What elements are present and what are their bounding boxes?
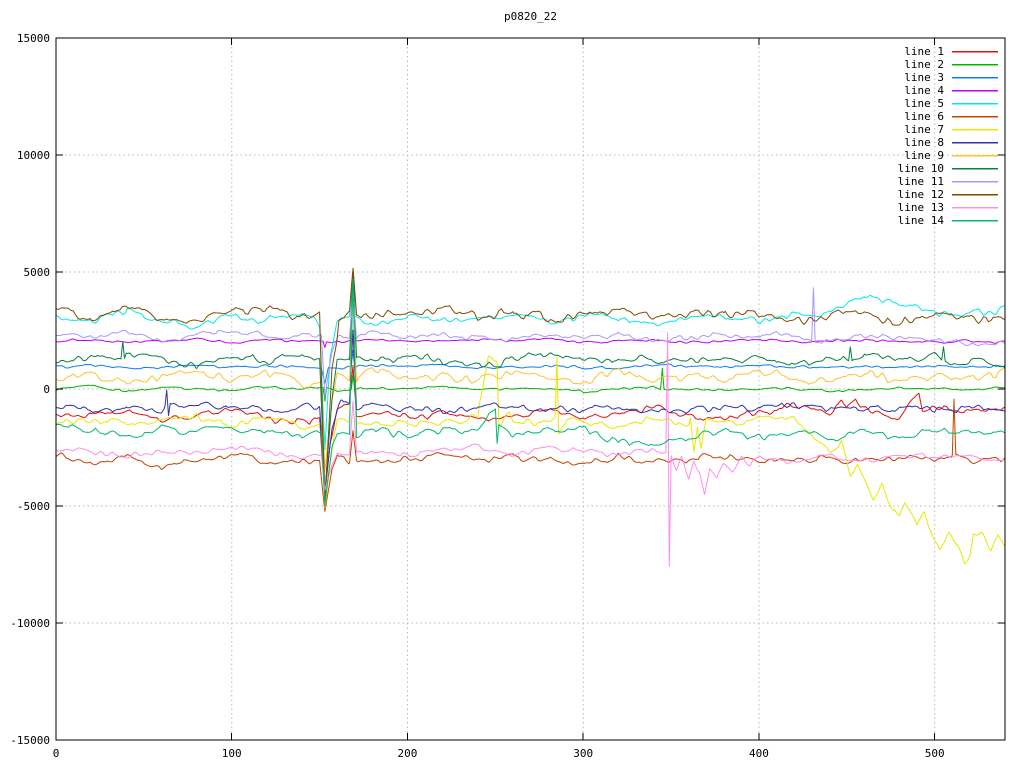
legend-label: line 13 [897,201,944,214]
legend-label: line 12 [897,188,944,201]
x-tick-label: 100 [222,747,242,760]
legend-entry-line-2: line 2 [770,58,1002,71]
legend-entry-line-8: line 8 [770,136,1002,149]
legend-swatch [952,167,998,170]
legend-swatch [952,180,998,183]
legend-entry-line-14: line 14 [770,214,1002,227]
legend-label: line 2 [904,58,944,71]
legend-entry-line-6: line 6 [770,110,1002,123]
series-line-9 [56,290,1005,473]
legend-label: line 6 [904,110,944,123]
legend-entry-line-9: line 9 [770,149,1002,162]
y-tick-label: -5000 [17,500,50,513]
legend-label: line 4 [904,84,944,97]
legend-label: line 8 [904,136,944,149]
series-line-14 [56,278,1005,507]
y-tick-label: 5000 [24,266,51,279]
y-tick-label: 0 [43,383,50,396]
x-tick-label: 400 [749,747,769,760]
legend-entry-line-4: line 4 [770,84,1002,97]
legend-label: line 14 [897,214,944,227]
legend-label: line 9 [904,149,944,162]
x-tick-label: 200 [398,747,418,760]
x-tick-label: 300 [573,747,593,760]
legend-entry-line-12: line 12 [770,188,1002,201]
legend-swatch [952,128,998,131]
legend-swatch [952,206,998,209]
legend-swatch [952,89,998,92]
legend-entry-line-10: line 10 [770,162,1002,175]
series-line-12 [56,267,1005,504]
series-line-13 [56,332,1005,567]
y-tick-label: 15000 [17,32,50,45]
legend-label: line 5 [904,97,944,110]
legend-entry-line-1: line 1 [770,45,1002,58]
legend-swatch [952,193,998,196]
y-tick-label: -10000 [10,617,50,630]
legend-swatch [952,76,998,79]
legend-swatch [952,219,998,222]
series-line-8 [56,329,1005,492]
legend-swatch [952,63,998,66]
legend: line 1 line 2 line 3 line 4 line 5 line 6 line… [770,45,1002,227]
chart-title: p0820_22 [504,10,557,23]
series-line-4 [56,333,1005,348]
x-tick-label: 0 [53,747,60,760]
series-line-3 [56,349,1005,384]
x-tick-label: 500 [925,747,945,760]
legend-entry-line-3: line 3 [770,71,1002,84]
legend-label: line 3 [904,71,944,84]
series-line-10 [56,270,1005,494]
legend-label: line 7 [904,123,944,136]
legend-label: line 10 [897,162,944,175]
series-line-2 [56,367,1005,402]
legend-swatch [952,141,998,144]
legend-swatch [952,50,998,53]
y-tick-label: -15000 [10,734,50,747]
legend-label: line 1 [904,45,944,58]
series-line-1 [56,365,1005,497]
legend-swatch [952,102,998,105]
legend-entry-line-5: line 5 [770,97,1002,110]
legend-entry-line-11: line 11 [770,175,1002,188]
series-line-7 [56,285,1005,565]
legend-entry-line-7: line 7 [770,123,1002,136]
legend-entry-line-13: line 13 [770,201,1002,214]
legend-swatch [952,154,998,157]
legend-swatch [952,115,998,118]
legend-label: line 11 [897,175,944,188]
y-tick-label: 10000 [17,149,50,162]
series-line-6 [56,398,1005,512]
series-line-5 [56,279,1005,451]
series-line-11 [56,287,1005,398]
